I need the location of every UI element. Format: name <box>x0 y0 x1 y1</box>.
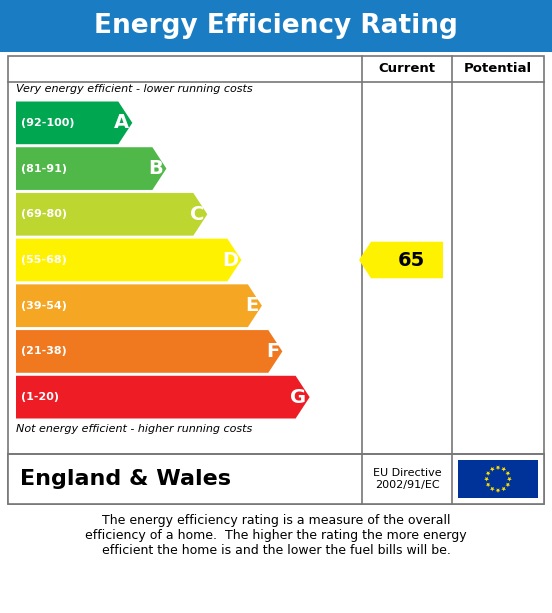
Text: Current: Current <box>379 63 436 75</box>
Polygon shape <box>496 465 500 470</box>
Polygon shape <box>501 467 506 471</box>
Text: C: C <box>190 205 204 224</box>
Text: B: B <box>148 159 163 178</box>
Polygon shape <box>16 376 310 419</box>
Polygon shape <box>16 330 282 373</box>
Polygon shape <box>490 487 495 492</box>
Polygon shape <box>507 477 512 481</box>
Text: G: G <box>290 387 306 406</box>
Polygon shape <box>16 147 166 190</box>
Polygon shape <box>16 193 208 235</box>
Bar <box>8 56 544 504</box>
Text: (81-91): (81-91) <box>21 164 67 173</box>
Text: (92-100): (92-100) <box>21 118 75 128</box>
Bar <box>458 460 538 498</box>
Text: Potential: Potential <box>464 63 532 75</box>
Text: D: D <box>222 251 238 270</box>
Text: 65: 65 <box>397 251 424 270</box>
Text: Not energy efficient - higher running costs: Not energy efficient - higher running co… <box>16 424 252 434</box>
Polygon shape <box>506 471 510 476</box>
Polygon shape <box>359 242 443 278</box>
Text: E: E <box>246 296 259 315</box>
Polygon shape <box>486 471 491 476</box>
Bar <box>8 454 544 504</box>
Bar <box>0 0 552 52</box>
Polygon shape <box>484 477 489 481</box>
Text: (55-68): (55-68) <box>21 255 67 265</box>
Text: Energy Efficiency Rating: Energy Efficiency Rating <box>94 13 458 39</box>
Text: F: F <box>266 342 279 361</box>
Polygon shape <box>16 284 262 327</box>
Polygon shape <box>490 467 495 471</box>
Polygon shape <box>486 482 491 487</box>
Text: (69-80): (69-80) <box>21 209 67 219</box>
Polygon shape <box>496 489 500 493</box>
Polygon shape <box>506 482 510 487</box>
Text: England & Wales: England & Wales <box>20 469 231 489</box>
Text: Very energy efficient - lower running costs: Very energy efficient - lower running co… <box>16 84 253 94</box>
Text: A: A <box>114 113 129 132</box>
Text: EU Directive
2002/91/EC: EU Directive 2002/91/EC <box>373 468 441 490</box>
Text: The energy efficiency rating is a measure of the overall
efficiency of a home.  : The energy efficiency rating is a measur… <box>85 514 467 557</box>
Text: (1-20): (1-20) <box>21 392 59 402</box>
Text: (21-38): (21-38) <box>21 346 67 356</box>
Polygon shape <box>16 238 241 281</box>
Polygon shape <box>16 102 132 144</box>
Polygon shape <box>501 487 506 492</box>
Text: (39-54): (39-54) <box>21 301 67 311</box>
